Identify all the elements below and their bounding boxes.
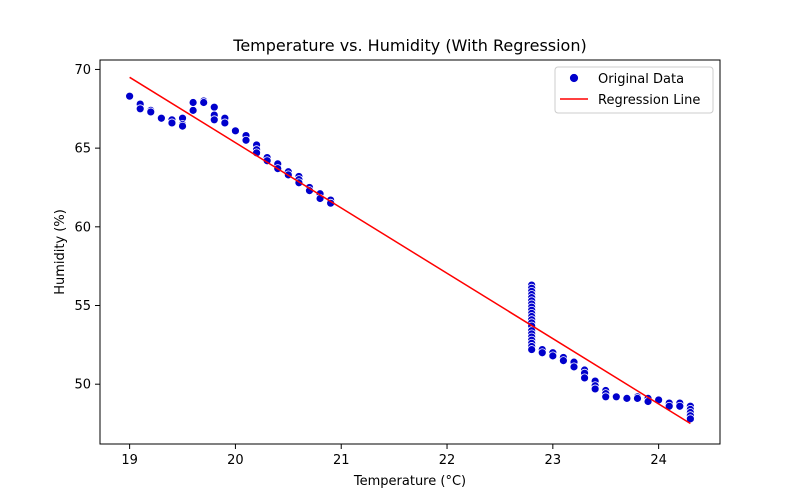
data-point — [125, 91, 135, 101]
data-point — [146, 107, 156, 117]
x-tick-label: 19 — [121, 453, 138, 468]
x-axis: 19 20 21 22 23 24 — [121, 444, 667, 468]
y-axis-label: Humidity (%) — [53, 209, 68, 295]
chart-title: Temperature vs. Humidity (With Regressio… — [232, 36, 586, 55]
data-point — [167, 118, 177, 128]
data-point — [633, 393, 642, 403]
data-point — [622, 393, 632, 403]
data-point — [188, 105, 198, 115]
y-tick-label: 70 — [74, 63, 91, 78]
x-tick-label: 21 — [333, 453, 350, 468]
data-point — [220, 118, 230, 128]
x-tick-label: 23 — [545, 453, 562, 468]
data-point — [601, 392, 611, 402]
data-point — [590, 384, 600, 394]
data-point — [559, 356, 568, 365]
x-tick-label: 22 — [439, 453, 456, 468]
regression-line — [129, 76, 691, 425]
y-tick-label: 60 — [74, 220, 91, 235]
data-point — [611, 392, 621, 402]
y-axis: 50 55 60 65 70 — [74, 63, 100, 393]
plot-frame — [99, 59, 721, 445]
x-tick-label: 20 — [227, 453, 244, 468]
data-point — [569, 362, 579, 372]
plot-marks — [125, 76, 695, 425]
data-point — [178, 121, 187, 131]
y-tick-label: 55 — [74, 299, 91, 314]
data-point — [527, 345, 537, 354]
data-point — [675, 401, 685, 411]
x-axis-label: Temperature (°C) — [353, 474, 466, 489]
data-point — [188, 98, 198, 107]
data-point — [241, 135, 251, 145]
data-point — [537, 348, 547, 358]
legend-frame — [554, 66, 714, 114]
legend-label-regression-line: Regression Line — [598, 93, 700, 108]
data-point — [135, 104, 145, 114]
data-point — [209, 102, 219, 112]
data-point — [156, 113, 166, 123]
data-point — [548, 351, 558, 361]
legend-scatter-marker — [569, 73, 579, 83]
legend: Original Data Regression Line — [554, 66, 714, 114]
data-point — [580, 373, 589, 383]
y-tick-label: 65 — [74, 142, 91, 157]
data-point — [209, 115, 219, 125]
data-point — [199, 98, 209, 107]
legend-label-original-data: Original Data — [598, 72, 684, 87]
x-tick-label: 24 — [650, 453, 667, 468]
data-point — [231, 126, 240, 136]
y-tick-label: 50 — [74, 378, 91, 393]
